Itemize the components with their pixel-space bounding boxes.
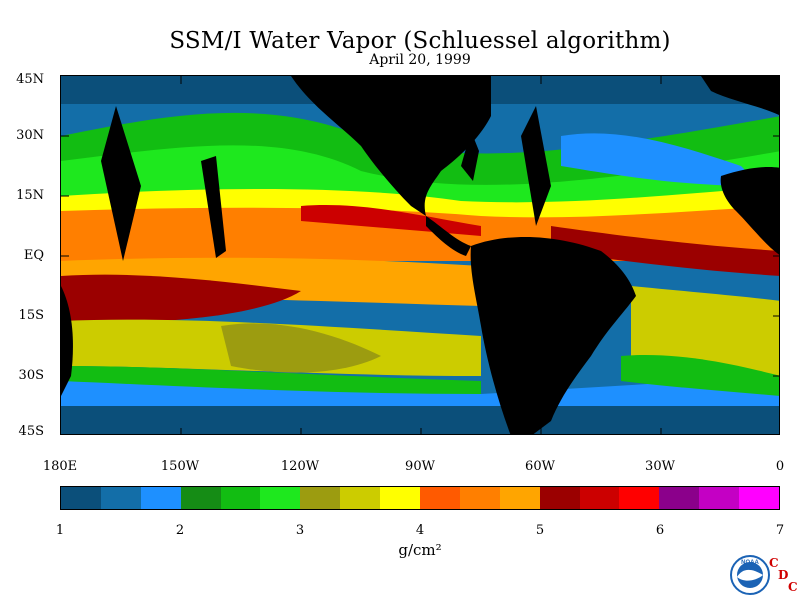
map-svg: [61, 76, 779, 434]
lon-label-180e: 180E: [42, 459, 78, 474]
colorbar-tick-5: 5: [535, 523, 545, 538]
colorbar-tick-1: 1: [55, 523, 65, 538]
lat-label-45s: 45S: [18, 424, 44, 439]
colorbar-swatch-8: [340, 487, 381, 509]
colorbar-swatch-12: [499, 487, 540, 509]
lon-label-60w: 60W: [525, 459, 555, 474]
colorbar-swatch-5: [220, 487, 261, 509]
central-america-land: [426, 216, 471, 256]
map-date: April 20, 1999: [369, 52, 471, 68]
colorbar-swatch-9: [380, 487, 421, 509]
colorbar: [60, 486, 780, 510]
colorbar-swatch-2: [100, 487, 141, 509]
swath-gap-1: [101, 106, 141, 261]
colorbar-swatch-13: [539, 487, 580, 509]
colorbar-swatch-4: [180, 487, 221, 509]
colorbar-swatch-15: [619, 487, 660, 509]
north-blue-patch: [561, 133, 761, 186]
colorbar-tick-2: 2: [175, 523, 185, 538]
water-vapor-map: [60, 75, 780, 435]
cdc-letter-d: D: [778, 568, 789, 582]
noaa-logo-icon: NOAA: [730, 555, 770, 595]
colorbar-swatch-7: [300, 487, 341, 509]
lat-label-15s: 15S: [18, 308, 44, 323]
colorbar-swatch-18: [739, 487, 780, 509]
south-olive-patch: [221, 323, 381, 373]
swath-gap-4: [461, 131, 479, 181]
colorbar-swatch-16: [659, 487, 700, 509]
colorbar-tick-6: 6: [655, 523, 665, 538]
colorbar-tick-3: 3: [295, 523, 305, 538]
lat-label-30s: 30S: [18, 368, 44, 383]
colorbar-tick-7: 7: [775, 523, 785, 538]
south-atlantic-band: [631, 286, 779, 376]
map-title: SSM/I Water Vapor (Schluessel algorithm): [169, 28, 671, 54]
colorbar-swatch-10: [420, 487, 460, 509]
lon-label-150w: 150W: [160, 459, 200, 474]
cdc-letter-c1: C: [769, 556, 779, 570]
north-america-land: [291, 76, 491, 216]
europe-land: [701, 76, 779, 116]
lon-label-90w: 90W: [405, 459, 435, 474]
south-america-land: [470, 236, 636, 434]
colorbar-unit: g/cm²: [398, 541, 442, 559]
swath-gap-2: [201, 156, 226, 258]
colorbar-swatch-3: [140, 487, 181, 509]
lat-label-eq: EQ: [23, 248, 44, 263]
lon-label-0: 0: [775, 459, 785, 474]
lat-label-15n: 15N: [16, 188, 44, 203]
lat-label-45n: 45N: [16, 72, 44, 87]
colorbar-swatch-17: [699, 487, 740, 509]
south-atlantic-green: [621, 355, 779, 396]
south-darkred-patch: [61, 274, 301, 323]
lat-label-30n: 30N: [16, 128, 44, 143]
graticule-ticks: [61, 76, 779, 434]
noaa-logo-text: NOAA: [741, 560, 759, 566]
south-green-band: [61, 366, 481, 394]
western-land-edge: [61, 286, 73, 396]
colorbar-tick-4: 4: [415, 523, 425, 538]
cdc-letter-c2: C: [788, 580, 798, 594]
lon-label-30w: 30W: [645, 459, 675, 474]
swath-gap-3: [521, 106, 551, 226]
colorbar-swatch-11: [459, 487, 500, 509]
africa-land: [720, 167, 779, 255]
colorbar-swatch-1: [61, 487, 101, 509]
atlantic-red-band: [551, 226, 779, 276]
lon-label-120w: 120W: [280, 459, 320, 474]
colorbar-swatch-6: [260, 487, 301, 509]
colorbar-swatch-14: [579, 487, 620, 509]
